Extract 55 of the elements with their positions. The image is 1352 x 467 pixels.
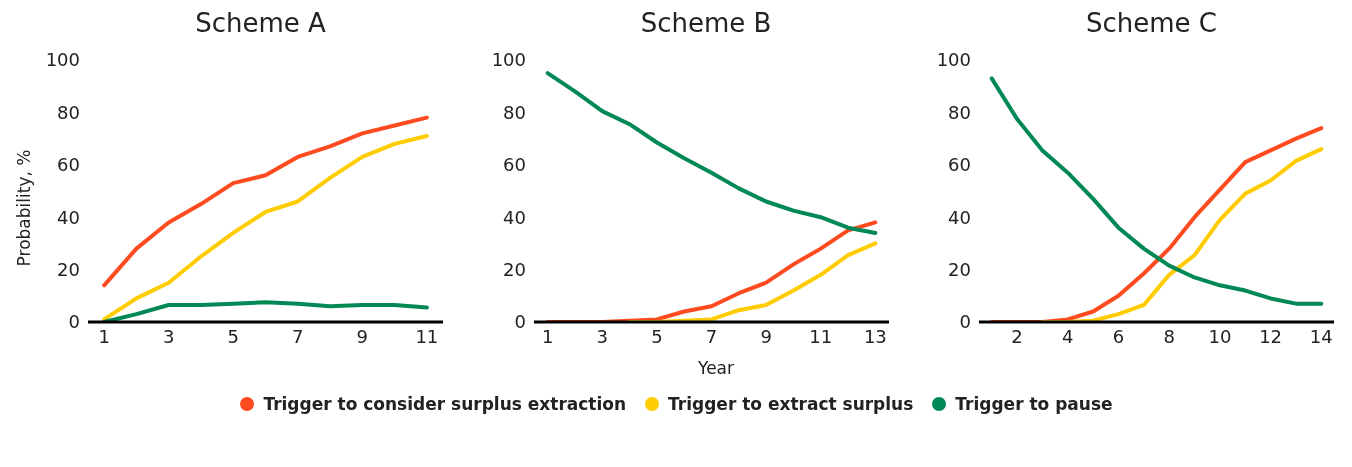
y-tick-label: 0 [514, 311, 526, 333]
x-tick-label: 14 [1309, 325, 1333, 347]
x-tick-label: 3 [596, 325, 608, 347]
y-tick-label: 80 [948, 101, 971, 123]
y-tick-label: 80 [502, 101, 526, 123]
line-series [545, 71, 877, 235]
x-tick-label: 7 [705, 325, 717, 347]
y-tick-label: 40 [57, 206, 80, 228]
y-tick-label: 0 [68, 311, 80, 333]
y-tick-label: 100 [491, 49, 526, 71]
y-tick-label: 60 [502, 154, 526, 176]
line-series [545, 220, 877, 322]
x-tick-label: 11 [808, 325, 832, 347]
x-tick-label: 13 [863, 325, 887, 347]
x-tick-label: 3 [162, 325, 175, 347]
line-series [989, 126, 1324, 322]
chart-title: Scheme A [194, 8, 327, 40]
x-tick-label: 2 [1011, 325, 1023, 347]
legend-label: Trigger to pause [955, 394, 1113, 414]
x-axis-title: Year [697, 358, 735, 380]
x-tick-label: 4 [1062, 325, 1074, 347]
line-series [989, 76, 1324, 306]
legend-label: Trigger to consider surplus extraction [263, 394, 627, 414]
chart-title: Scheme B [639, 8, 773, 40]
y-tick-label: 60 [57, 154, 80, 176]
y-tick-label: 40 [948, 206, 971, 228]
y-tick-label: 60 [948, 154, 971, 176]
y-tick-label: 20 [948, 258, 971, 280]
legend-label: Trigger to extract surplus [668, 394, 914, 414]
line-series [102, 300, 429, 322]
chart-title: Scheme C [1085, 8, 1218, 40]
x-tick-label: 9 [356, 325, 369, 347]
x-tick-label: 8 [1163, 325, 1175, 347]
x-tick-label: 12 [1259, 325, 1283, 347]
line-series [102, 133, 429, 322]
x-tick-label: 9 [759, 325, 772, 347]
line-series [1040, 147, 1324, 322]
y-axis-title: Probability, % [14, 149, 34, 267]
x-tick-label: 5 [227, 325, 239, 347]
y-tick-label: 40 [502, 206, 526, 228]
y-tick-label: 100 [936, 49, 971, 71]
x-tick-label: 7 [292, 325, 304, 347]
x-tick-label: 10 [1208, 325, 1232, 347]
y-tick-label: 20 [502, 258, 526, 280]
line-series [102, 115, 429, 288]
y-tick-label: 0 [959, 311, 971, 333]
x-tick-label: 1 [541, 325, 553, 347]
line-series [627, 241, 877, 322]
y-tick-label: 100 [45, 49, 80, 71]
x-tick-label: 1 [98, 325, 110, 347]
x-tick-label: 5 [650, 325, 663, 347]
y-tick-label: 80 [57, 101, 80, 123]
x-tick-label: 11 [415, 325, 439, 347]
y-tick-label: 20 [57, 258, 80, 280]
x-tick-label: 6 [1112, 325, 1125, 347]
